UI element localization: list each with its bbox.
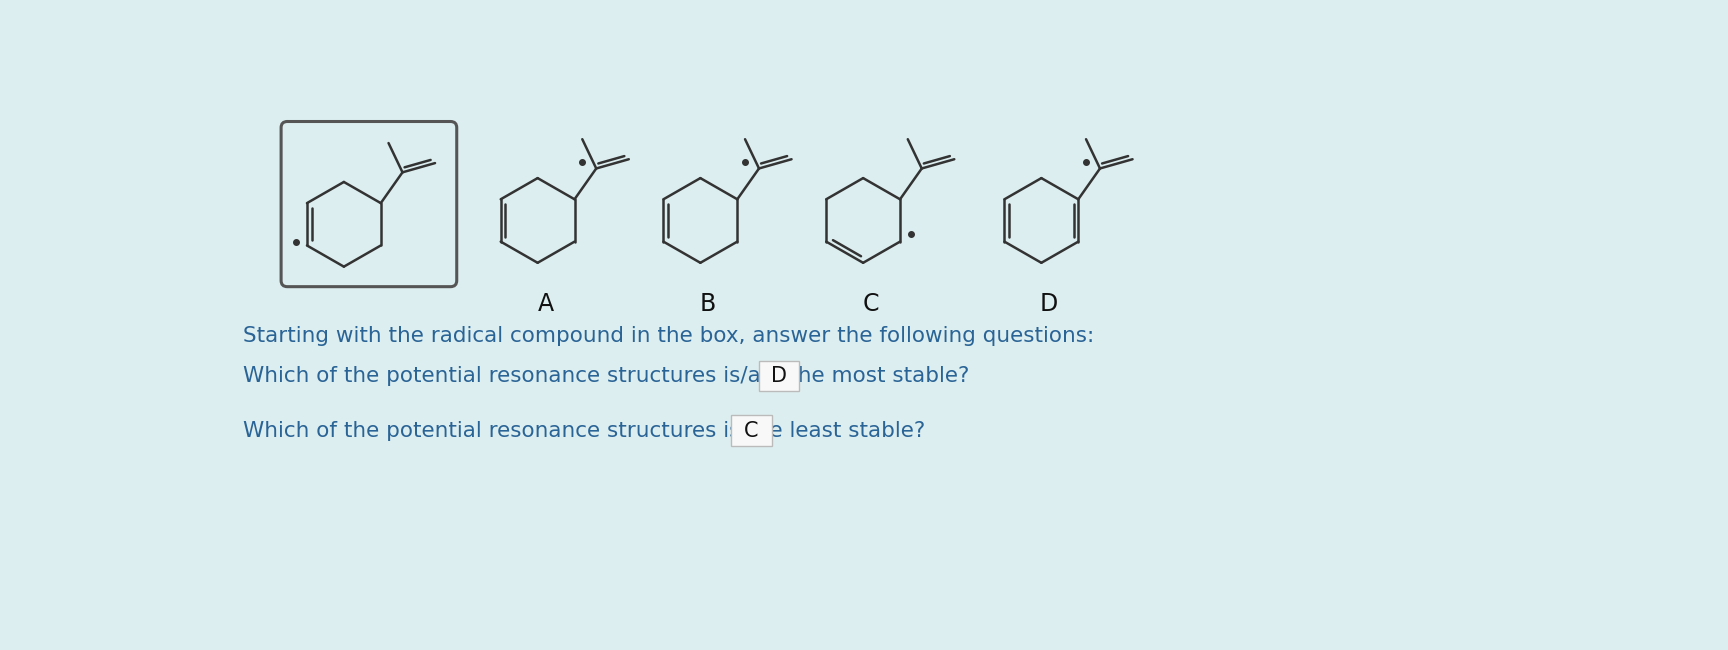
Text: B: B (700, 292, 715, 316)
Text: D: D (771, 366, 786, 386)
Text: Starting with the radical compound in the box, answer the following questions:: Starting with the radical compound in th… (244, 326, 1094, 346)
Text: C: C (862, 292, 880, 316)
Text: A: A (537, 292, 553, 316)
Text: Which of the potential resonance structures is the least stable?: Which of the potential resonance structu… (244, 421, 926, 441)
Text: Which of the potential resonance structures is/are the most stable?: Which of the potential resonance structu… (244, 366, 969, 386)
Text: D: D (1040, 292, 1058, 316)
Text: C: C (745, 421, 759, 441)
FancyBboxPatch shape (731, 415, 772, 446)
FancyBboxPatch shape (759, 361, 798, 391)
